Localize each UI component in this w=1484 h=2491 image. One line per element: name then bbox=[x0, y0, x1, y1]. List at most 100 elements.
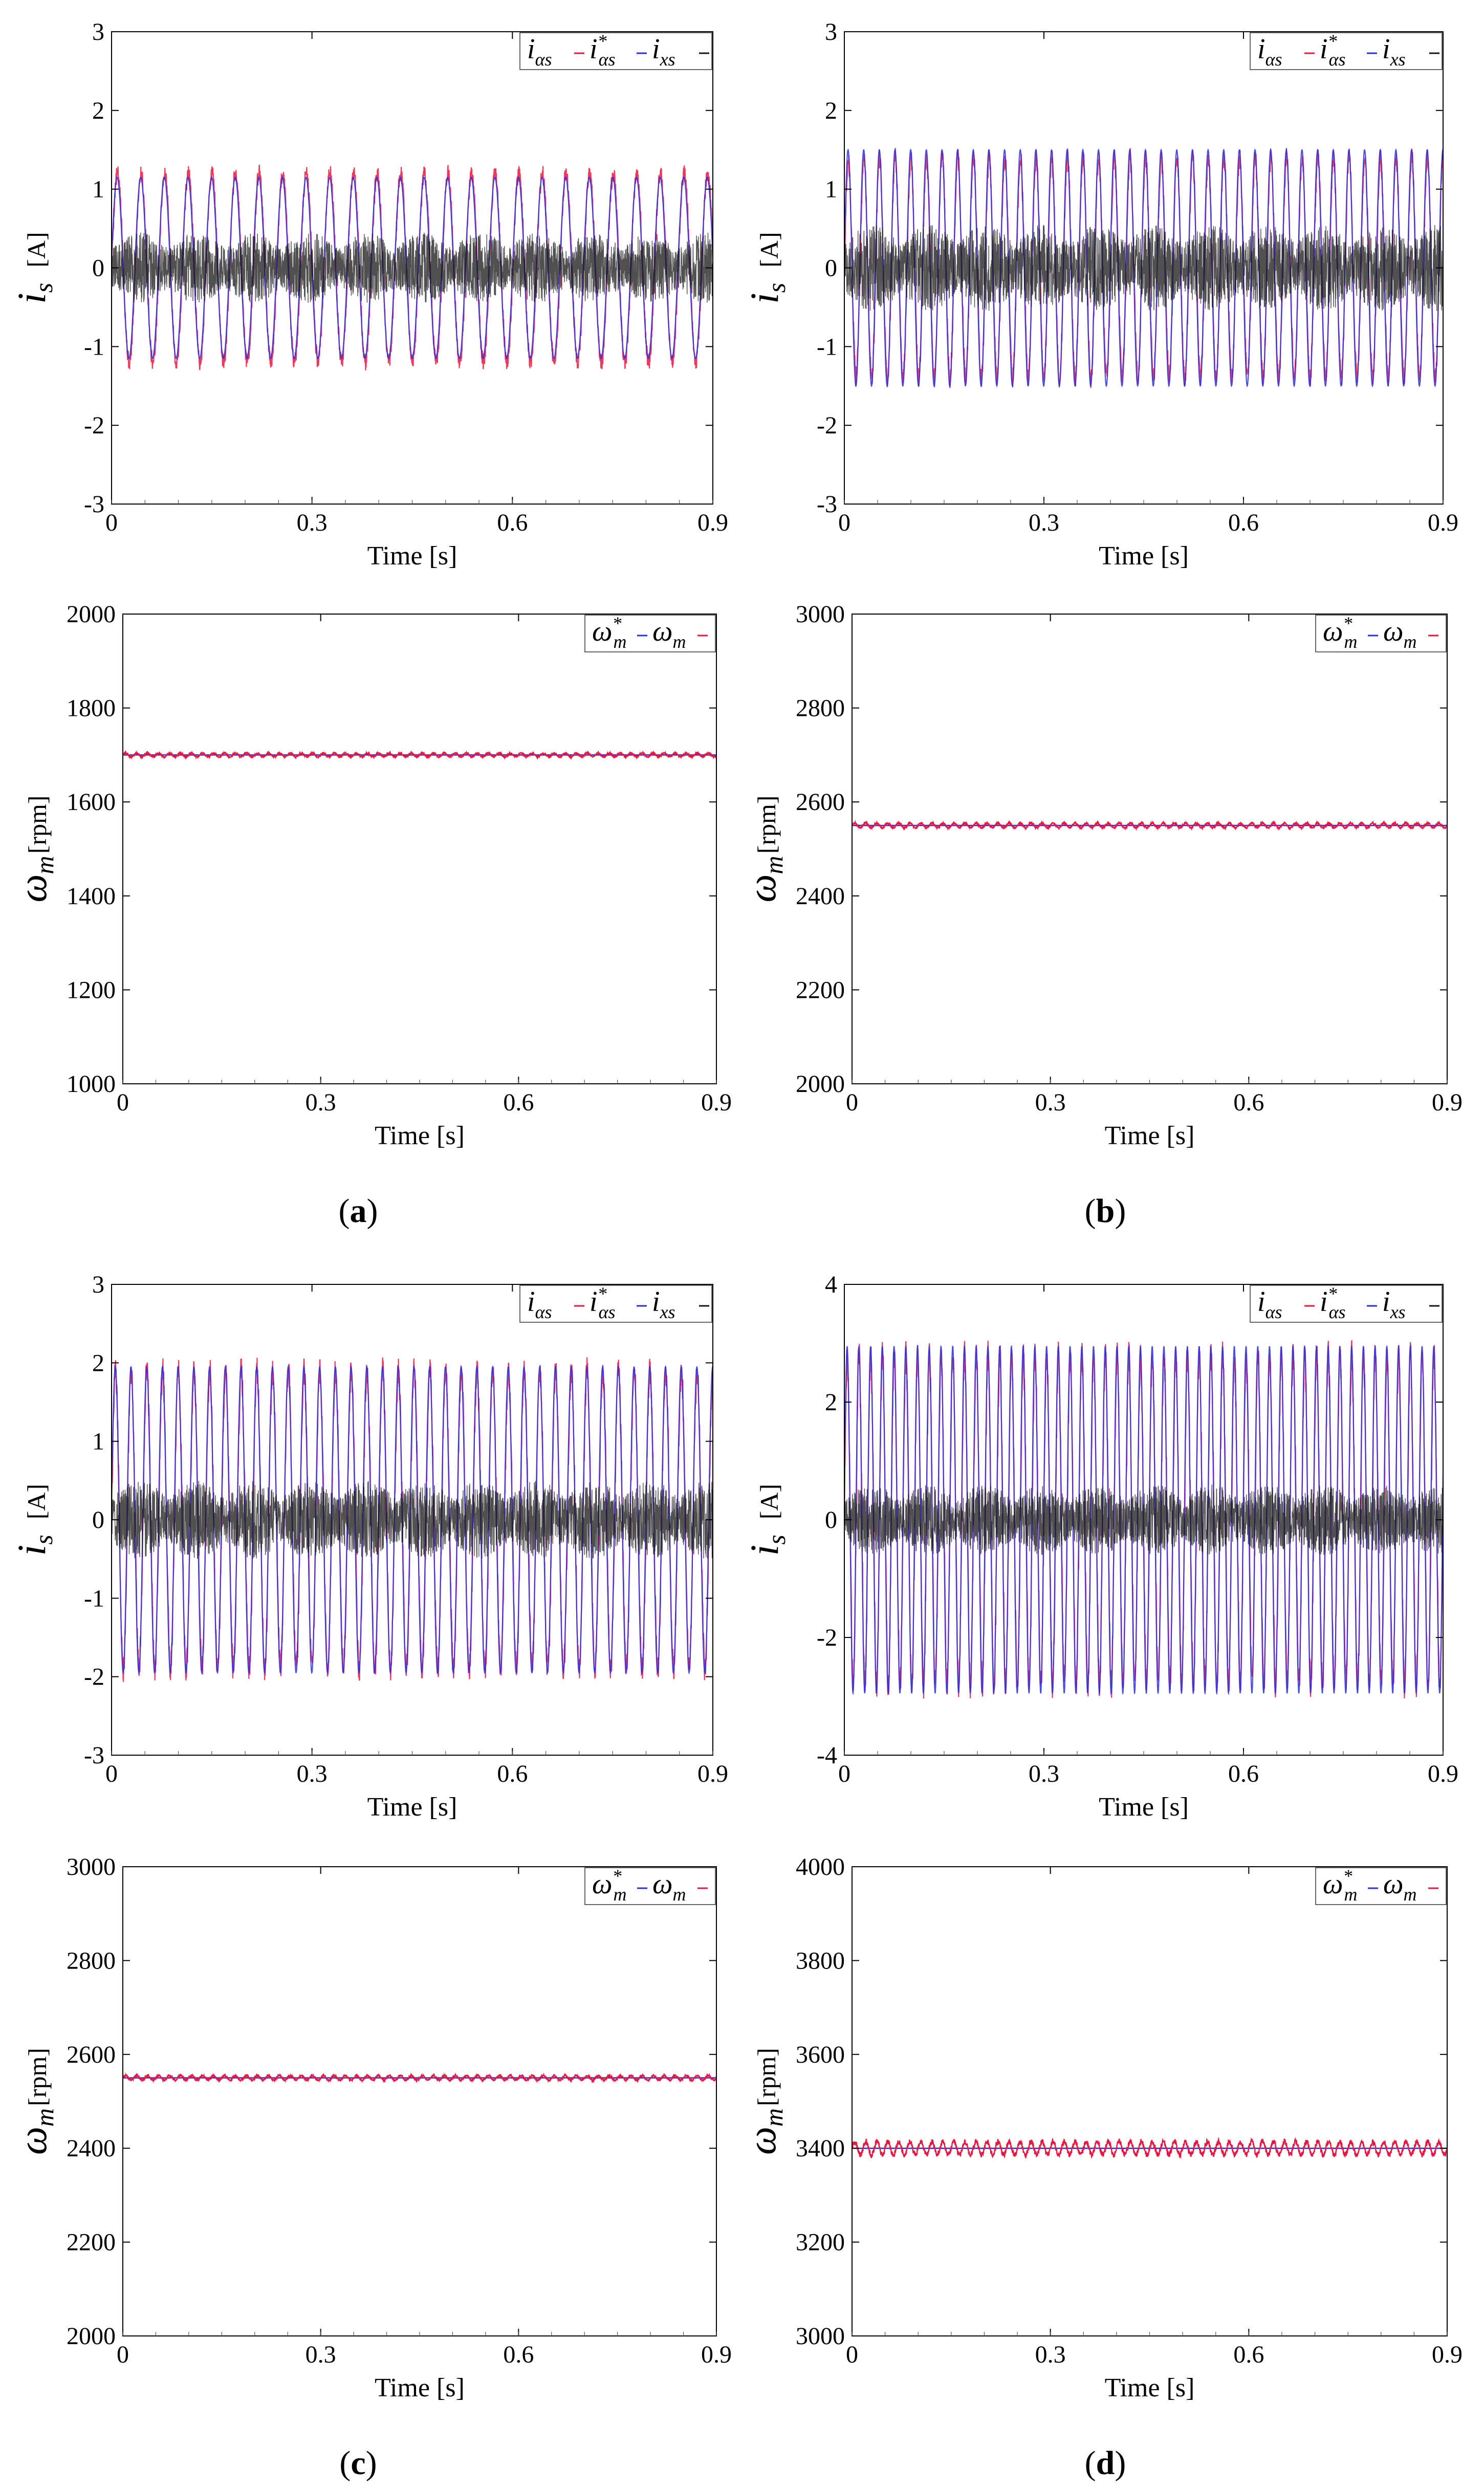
y-tick-label: 1800 bbox=[67, 695, 116, 722]
plot-area bbox=[123, 750, 716, 760]
y-axis-symbol: i bbox=[9, 1545, 54, 1556]
panel-caption-d: (d) bbox=[1085, 2444, 1126, 2482]
legend-label: iαs bbox=[1257, 33, 1282, 70]
y-axis-unit: [rpm] bbox=[23, 795, 52, 854]
legend-subscript: m bbox=[1404, 1884, 1417, 1905]
y-tick-label: 1 bbox=[92, 176, 104, 203]
caption-open: ( bbox=[339, 2444, 351, 2482]
legend-subscript: m bbox=[614, 631, 627, 652]
x-tick-label: 0.6 bbox=[503, 1089, 534, 1116]
legend-subscript: αs bbox=[535, 49, 552, 70]
y-tick-label: 2400 bbox=[796, 883, 845, 910]
y-tick-label: -2 bbox=[817, 1624, 837, 1651]
y-tick-label: 2400 bbox=[67, 2135, 116, 2162]
y-tick-label: 3 bbox=[92, 1271, 104, 1298]
y-axis-title: is [A] bbox=[742, 1484, 791, 1556]
x-tick-label: 0.6 bbox=[497, 1760, 528, 1787]
panel-caption-b: (b) bbox=[1085, 1192, 1126, 1230]
legend-label: iαs bbox=[527, 33, 552, 70]
y-axis-title: is [A] bbox=[742, 232, 791, 304]
legend: ω* m ωm bbox=[1315, 613, 1447, 652]
y-tick-label: 2 bbox=[92, 1349, 104, 1376]
legend-subscript: m bbox=[1404, 631, 1417, 652]
x-tick-label: 0.9 bbox=[1432, 2341, 1463, 2368]
caption-open: ( bbox=[339, 1192, 350, 1230]
y-axis-unit: [A] bbox=[22, 1484, 51, 1519]
legend-label: i* αs bbox=[590, 1283, 615, 1322]
legend-box bbox=[584, 615, 716, 652]
legend-symbol: i bbox=[590, 1286, 598, 1318]
plot-area bbox=[112, 164, 713, 370]
y-tick-label: 2000 bbox=[796, 1070, 845, 1098]
y-axis-symbol: ω bbox=[739, 874, 784, 902]
x-tick-label: 0.9 bbox=[701, 1089, 732, 1116]
y-tick-label: 0 bbox=[92, 255, 104, 282]
y-tick-label: -3 bbox=[817, 491, 837, 518]
y-tick-label: 1 bbox=[92, 1428, 104, 1455]
x-tick-label: 0.3 bbox=[297, 509, 328, 536]
caption-close: ) bbox=[1115, 2444, 1126, 2482]
series-line-2 bbox=[844, 1484, 1443, 1555]
legend-label: ωm bbox=[652, 616, 686, 652]
legend-box bbox=[1250, 1285, 1443, 1323]
x-tick-label: 0.6 bbox=[497, 509, 528, 536]
legend: ω* m ωm bbox=[1315, 1866, 1447, 1905]
x-axis-title: Time [s] bbox=[1099, 1793, 1189, 1822]
caption-open: ( bbox=[1085, 1192, 1096, 1230]
y-tick-label: 2 bbox=[92, 97, 104, 124]
legend: ω* m ωm bbox=[584, 1866, 716, 1905]
series-line-1 bbox=[852, 820, 1447, 831]
legend-subscript: αs bbox=[535, 1302, 552, 1322]
x-tick-label: 0.6 bbox=[1228, 1760, 1259, 1787]
x-axis-title: Time [s] bbox=[1099, 541, 1189, 571]
legend-label: ixs bbox=[652, 1286, 675, 1322]
legend-symbol: ω bbox=[652, 616, 673, 647]
legend-subscript: xs bbox=[660, 1302, 675, 1322]
plot-area bbox=[112, 1357, 713, 1682]
plot-area bbox=[123, 2072, 716, 2084]
legend-subscript: xs bbox=[1390, 49, 1406, 70]
x-tick-label: 0.9 bbox=[697, 509, 728, 536]
x-axis-title: Time [s] bbox=[1105, 2373, 1195, 2402]
series-line-1 bbox=[112, 1365, 713, 1675]
legend-symbol: i bbox=[527, 33, 535, 65]
x-tick-label: 0.9 bbox=[701, 2341, 732, 2368]
legend-symbol: ω bbox=[652, 1868, 673, 1900]
y-tick-label: -2 bbox=[817, 412, 837, 439]
x-tick-label: 0.3 bbox=[1029, 1760, 1059, 1787]
legend-symbol: ω bbox=[592, 1868, 613, 1900]
legend-label: ωm bbox=[1383, 616, 1417, 652]
x-axis-title: Time [s] bbox=[367, 541, 457, 571]
plot-area bbox=[852, 2136, 1447, 2159]
legend-symbol: i bbox=[1320, 1286, 1328, 1318]
legend-subscript: m bbox=[1344, 631, 1358, 652]
x-tick-label: 0.3 bbox=[305, 1089, 336, 1116]
y-axis-symbol: ω bbox=[10, 2127, 55, 2155]
x-tick-label: 0 bbox=[105, 509, 118, 536]
legend-box bbox=[1315, 615, 1447, 652]
y-axis-title: is [A] bbox=[9, 232, 58, 304]
plot-area bbox=[852, 820, 1447, 831]
y-axis-symbol: i bbox=[742, 293, 787, 304]
x-tick-label: 0.9 bbox=[1428, 1760, 1458, 1787]
y-tick-label: 2800 bbox=[796, 695, 845, 722]
legend-subscript: m bbox=[1344, 1884, 1358, 1905]
legend-symbol: i bbox=[590, 33, 598, 65]
x-tick-label: 0.9 bbox=[1432, 1089, 1463, 1116]
y-tick-label: 2000 bbox=[67, 2323, 116, 2350]
caption-letter: a bbox=[350, 1192, 367, 1230]
y-axis-title: ωm [rpm] bbox=[10, 2048, 59, 2155]
legend-subscript: αs bbox=[599, 49, 616, 70]
legend-subscript: xs bbox=[1390, 1302, 1406, 1322]
x-axis-title: Time [s] bbox=[367, 1793, 457, 1822]
y-tick-label: 2000 bbox=[67, 601, 116, 628]
x-tick-label: 0 bbox=[846, 1089, 858, 1116]
y-axis-title: ωm [rpm] bbox=[10, 795, 59, 902]
y-axis-unit: [A] bbox=[755, 232, 783, 267]
y-axis-symbol: ω bbox=[10, 874, 55, 902]
x-axis-title: Time [s] bbox=[375, 1121, 465, 1150]
legend: iαs i* αs ixs bbox=[1250, 1283, 1443, 1323]
y-tick-label: 1000 bbox=[67, 1070, 116, 1098]
